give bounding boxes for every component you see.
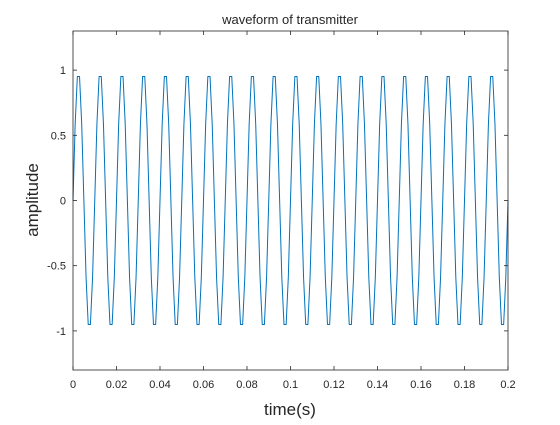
chart-title: waveform of transmitter	[221, 12, 358, 27]
x-axis-label: time(s)	[264, 400, 316, 419]
x-tick-label: 0.18	[454, 379, 475, 391]
x-axis: 0 0.02 0.04 0.06 0.08 0.1 0.12 0.14 0.16 0.18 0.2	[70, 31, 516, 391]
plot-area	[72, 76, 509, 325]
y-tick-label: 0	[60, 196, 66, 208]
x-tick-label: 0.02	[106, 379, 127, 391]
y-axis-label: amplitude	[23, 163, 42, 237]
y-tick-label: -0.5	[47, 261, 66, 273]
series-line-0	[72, 76, 509, 325]
x-tick-label: 0.08	[236, 379, 257, 391]
x-tick-label: 0.12	[323, 379, 344, 391]
x-tick-label: 0.2	[500, 379, 515, 391]
x-tick-label: 0	[70, 379, 76, 391]
y-axis: 1 0.5 0 -0.5 -1	[47, 65, 508, 338]
x-tick-label: 0.16	[410, 379, 431, 391]
x-tick-label: 0.1	[283, 379, 298, 391]
x-tick-label: 0.06	[193, 379, 214, 391]
x-tick-label: 0.04	[149, 379, 170, 391]
y-tick-label: 1	[60, 65, 66, 77]
x-tick-label: 0.14	[367, 379, 388, 391]
y-tick-label: 0.5	[51, 130, 66, 142]
y-tick-label: -1	[56, 326, 66, 338]
